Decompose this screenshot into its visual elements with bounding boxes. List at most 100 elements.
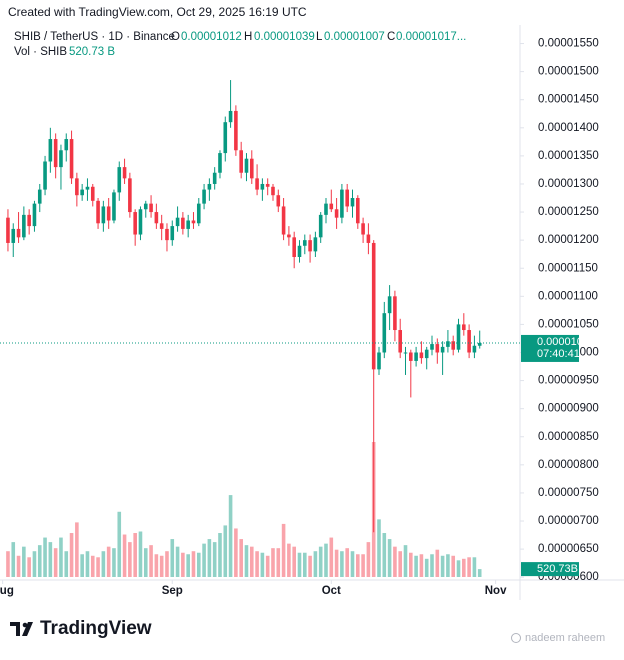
candle-body [22, 214, 26, 238]
volume-bar [43, 537, 47, 577]
candle-body [435, 344, 440, 353]
candle-body [324, 203, 328, 215]
candle-body [334, 209, 339, 218]
ohlc-key: C [387, 31, 395, 43]
candle-body [244, 158, 249, 173]
watermark-icon [511, 633, 521, 643]
volume-bar [112, 548, 116, 577]
candle-body [414, 352, 418, 361]
volume-bar [80, 554, 84, 577]
candle-body [117, 167, 122, 193]
plot-area [6, 80, 482, 577]
y-tick-label: 0.00001050 [538, 318, 599, 330]
volume-bar [472, 557, 477, 577]
volume-bar [430, 554, 434, 577]
candle-body [265, 183, 270, 187]
brand-name: TradingView [40, 618, 152, 639]
candle-body [228, 110, 233, 123]
y-tick-label: 0.00001100 [538, 290, 598, 302]
volume-bar [355, 554, 360, 577]
candle-body [133, 212, 137, 235]
volume-bar [313, 551, 318, 577]
ohlc-key: L [316, 31, 323, 43]
volume-bar [69, 533, 74, 577]
volume-value: 520.73 B [69, 46, 115, 58]
volume-bar [234, 528, 238, 577]
y-tick-label: 0.00000900 [538, 403, 599, 415]
volume-key: Vol · SHIB [14, 46, 67, 58]
candle-body [366, 234, 371, 243]
candle-body [371, 242, 376, 370]
candle-body [318, 214, 323, 238]
candle-body [149, 203, 153, 213]
volume-bar [456, 560, 461, 577]
volume-bar [159, 555, 164, 577]
volume-bar [96, 557, 100, 577]
logo-mark [10, 622, 20, 636]
candle-body [69, 139, 74, 179]
volume-bar [149, 545, 153, 577]
volume-bar [90, 555, 95, 577]
ohlc-value: 0.00001039 [254, 31, 315, 43]
logo-mark [22, 622, 33, 636]
volume-bar [27, 557, 31, 577]
volume-bar [16, 555, 21, 577]
volume-bar [424, 558, 429, 577]
candle-body [202, 189, 206, 204]
volume-bar [170, 539, 175, 577]
volume-bar [398, 551, 403, 577]
x-tick-label: Nov [485, 585, 507, 597]
candle-body [234, 110, 238, 151]
candle-body [260, 183, 265, 190]
logo-mark [22, 622, 28, 628]
volume-bar [255, 551, 259, 577]
x-tick-label: Sep [162, 585, 183, 597]
volume-bar [334, 549, 339, 577]
candle-body [276, 195, 281, 207]
candle-body [181, 217, 185, 229]
candle-body [361, 223, 365, 235]
candle-body [239, 150, 243, 173]
ohlc-value: 0.00001007 [324, 31, 385, 43]
volume-bar [361, 554, 365, 577]
volume-bar [419, 554, 424, 577]
y-tick-label: 0.00000750 [538, 487, 599, 499]
volume-bar [393, 546, 397, 577]
volume-bar [287, 543, 291, 577]
candle-body [387, 296, 392, 314]
volume-bar [297, 552, 302, 577]
watermark: nadeem raheem [525, 632, 605, 644]
y-tick-label: 0.00001300 [538, 178, 599, 190]
volume-bar [106, 546, 111, 577]
candle-body [313, 237, 318, 252]
volume-bar [318, 546, 323, 577]
candle-body [191, 220, 196, 224]
candle-body [37, 189, 42, 204]
volume-bar [228, 495, 233, 577]
volume-bar [212, 542, 217, 577]
candle-body [186, 220, 190, 229]
brand: TradingView nadeem raheem [10, 618, 605, 644]
volume-bar [191, 551, 196, 577]
y-tick-label: 0.00000800 [538, 459, 599, 471]
candle-body [329, 203, 334, 210]
volume-bar [128, 542, 132, 577]
ohlc-key: O [171, 31, 180, 43]
volume-bar [154, 554, 159, 577]
x-tick-label: Aug [0, 585, 14, 597]
volume-bar [181, 552, 185, 577]
candle-body [11, 228, 16, 243]
volume-bar [186, 554, 190, 577]
candle-body [255, 178, 259, 190]
price-tag-label: 0.00001017 [537, 336, 595, 348]
candle-body [477, 342, 482, 346]
candle-body [472, 345, 477, 353]
candle-body [355, 198, 360, 224]
volume-bar [11, 542, 16, 577]
volume-bar [409, 552, 413, 577]
candle-body [112, 192, 116, 221]
volume-bar [387, 539, 392, 577]
candle-body [446, 341, 450, 347]
volume-bar [340, 551, 344, 577]
